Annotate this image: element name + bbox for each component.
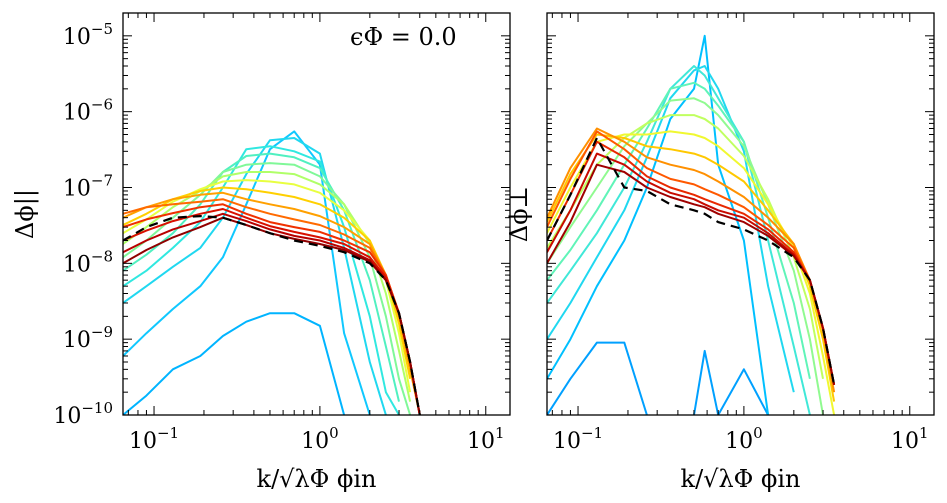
y-axis-label: Δϕ|| [11,189,40,239]
y-tick-label: 10−5 [63,20,113,50]
y-tick-label: 10−10 [53,399,113,429]
series-t1 [547,341,769,415]
series-group [547,34,836,415]
series-t5 [123,152,400,402]
y-tick-label: 10−8 [63,247,113,277]
x-tick-label: 10−1 [129,424,179,454]
panel-right: 10−1 100 101 k/√λΦ ϕin Δϕ⊥ [505,12,935,493]
series-t2 [547,34,770,415]
series-t8 [547,130,836,415]
y-axis-label: Δϕ⊥ [505,186,533,242]
annotation-epsilon: ϵΦ = 0.0 [350,23,457,51]
y-tick-label: 10−6 [63,96,113,126]
series-t6 [547,97,824,415]
series-t1 [123,312,346,415]
series-t15 [123,216,421,415]
axes-frame [546,12,935,416]
series-t4 [123,145,400,415]
series-t6 [123,162,412,415]
series-t14 [547,163,836,385]
axes-frame [122,12,511,416]
series-final-dashed [123,214,421,415]
series-t4 [547,65,811,415]
x-tick-label: 10−1 [553,424,603,454]
y-tick-label: 10−9 [63,323,113,353]
y-tick-label: 10−7 [63,171,113,201]
x-axis-label: k/√λΦ ϕin [257,465,377,493]
x-tick-label: 101 [891,424,929,454]
series-t3 [123,137,387,415]
series-group [123,130,421,415]
x-tick-label: 100 [725,424,763,454]
x-tick-label: 101 [467,424,505,454]
x-axis-label: k/√λΦ ϕin [681,465,801,493]
x-tick-label: 100 [301,424,339,454]
series-t2 [123,130,371,415]
series-final-dashed [547,135,836,386]
panel-left: 10−1 100 101 10−10 10−9 10−8 10−7 10−6 10−5 k/√λΦ… [11,12,511,493]
